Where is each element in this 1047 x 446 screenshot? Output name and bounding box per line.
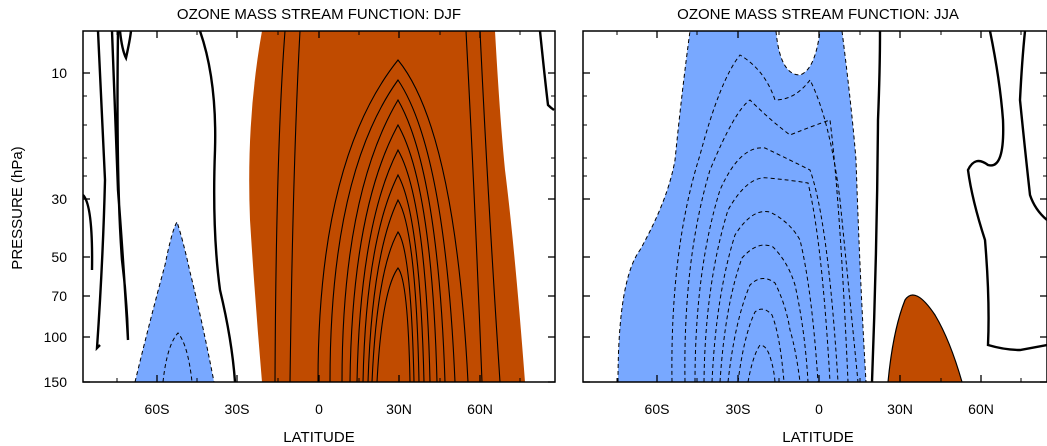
jja-x-ticks: 60S 30S 0 30N 60N bbox=[616, 31, 1022, 417]
djf-positive-contours bbox=[274, 31, 501, 382]
djf-x-tick-label: 0 bbox=[315, 401, 323, 417]
djf-x-tick-label: 60N bbox=[467, 401, 493, 417]
jja-positive-contour bbox=[887, 294, 963, 382]
jja-y-ticks bbox=[583, 72, 1047, 383]
djf-title: OZONE MASS STREAM FUNCTION: DJF bbox=[177, 6, 461, 23]
jja-title: OZONE MASS STREAM FUNCTION: JJA bbox=[677, 6, 959, 23]
jja-x-tick-label: 0 bbox=[815, 401, 823, 417]
jja-x-tick-label: 60S bbox=[645, 401, 670, 417]
djf-x-tick-label: 60S bbox=[145, 401, 170, 417]
jja-contours bbox=[617, 31, 1047, 382]
jja-panel: 60S 30S 0 30N 60N OZONE MASS STREAM FUNCTION… bbox=[582, 6, 1047, 446]
djf-x-axis-label: LATITUDE bbox=[283, 429, 354, 446]
djf-zero-contours bbox=[83, 31, 555, 382]
jja-negative-fill bbox=[618, 31, 866, 382]
djf-x-tick-label: 30N bbox=[386, 401, 412, 417]
jja-x-tick-label: 30S bbox=[726, 401, 751, 417]
djf-y-tick-label: 10 bbox=[51, 65, 67, 81]
djf-y-tick-label: 150 bbox=[44, 374, 68, 390]
djf-y-tick-label: 70 bbox=[51, 288, 67, 304]
djf-y-ticks: 10 30 50 70 100 150 bbox=[44, 65, 555, 390]
jja-notch bbox=[776, 31, 820, 75]
djf-negative-contour bbox=[162, 332, 193, 382]
djf-panel: 60S 30S 0 30N 60N 10 30 50 70 100 150 OZONE MASS … bbox=[9, 6, 556, 446]
djf-contours bbox=[83, 31, 555, 382]
djf-negative-fill bbox=[135, 222, 214, 382]
jja-positive-fill bbox=[888, 295, 962, 382]
djf-positive-fill bbox=[249, 31, 525, 382]
djf-y-tick-label: 50 bbox=[51, 249, 67, 265]
jja-negative-contours bbox=[617, 31, 867, 382]
jja-zero-contours bbox=[870, 31, 1047, 382]
jja-plot-frame bbox=[582, 30, 1047, 383]
jja-x-tick-label: 30N bbox=[887, 401, 913, 417]
djf-y-axis-label: PRESSURE (hPa) bbox=[9, 146, 26, 269]
djf-y-tick-label: 30 bbox=[51, 191, 67, 207]
jja-x-axis-label: LATITUDE bbox=[782, 429, 853, 446]
djf-y-tick-label: 100 bbox=[44, 329, 68, 345]
djf-x-tick-label: 30S bbox=[225, 401, 250, 417]
djf-x-ticks: 60S 30S 0 30N 60N bbox=[116, 31, 521, 417]
jja-x-tick-label: 60N bbox=[968, 401, 994, 417]
